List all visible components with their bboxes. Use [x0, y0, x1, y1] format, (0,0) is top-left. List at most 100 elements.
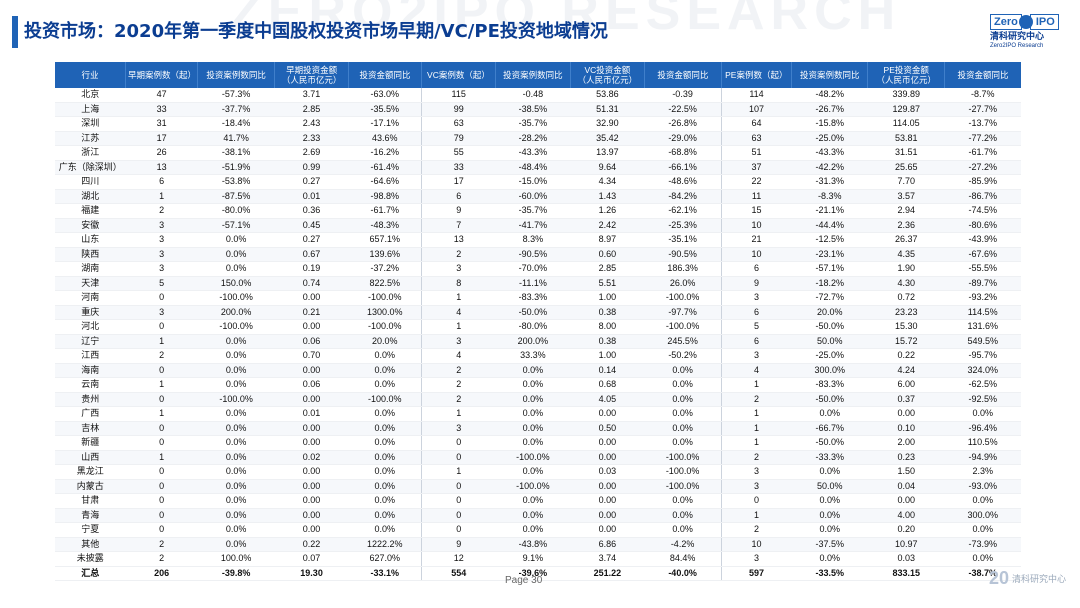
- value-cell: 0.0%: [644, 435, 722, 451]
- value-cell: 0.14: [570, 363, 645, 378]
- value-cell: 1.43: [570, 189, 645, 204]
- table-row: 新疆 0 0.0% 0.00 0.0% 0 0.0% 0.00 0.0% 1 -50.0% 2.00 1…: [55, 435, 1021, 451]
- region-cell: 北京: [55, 88, 126, 103]
- value-cell: 9: [421, 203, 496, 219]
- value-cell: -39.8%: [197, 565, 275, 581]
- value-cell: -37.2%: [348, 261, 422, 277]
- value-cell: 0.23: [867, 450, 945, 465]
- value-cell: -85.9%: [944, 174, 1021, 190]
- value-cell: -90.5%: [644, 247, 722, 262]
- value-cell: 114.5%: [944, 305, 1021, 320]
- page-title: 投资市场：2020年第一季度中国股权投资市场早期/VC/PE投资地域情况: [24, 21, 608, 42]
- region-cell: 甘肃: [55, 493, 126, 509]
- value-cell: 1.90: [867, 261, 945, 277]
- value-cell: 10.97: [867, 537, 945, 552]
- value-cell: 2.33: [274, 131, 349, 146]
- value-cell: 0.00: [274, 479, 349, 494]
- value-cell: -61.7%: [944, 145, 1021, 161]
- value-cell: 0: [421, 522, 496, 538]
- table-row: 山西 1 0.0% 0.02 0.0% 0 -100.0% 0.00 -100.0% 2 -33.3…: [55, 450, 1021, 465]
- value-cell: 1222.2%: [348, 537, 422, 552]
- value-cell: 0.0%: [197, 537, 275, 552]
- value-cell: 17: [125, 131, 198, 146]
- value-cell: 37: [721, 160, 792, 175]
- value-cell: 0: [125, 493, 198, 509]
- value-cell: 8.3%: [495, 232, 571, 248]
- value-cell: -29.0%: [644, 131, 722, 146]
- table-row: 海南 0 0.0% 0.00 0.0% 2 0.0% 0.14 0.0% 4 300.0% 4.24 3…: [55, 363, 1021, 378]
- region-cell: 江西: [55, 348, 126, 364]
- value-cell: 3: [125, 232, 198, 248]
- value-cell: 19.30: [274, 565, 349, 581]
- value-cell: 0.07: [274, 551, 349, 567]
- value-cell: 0.0%: [495, 522, 571, 538]
- region-cell: 新疆: [55, 435, 126, 451]
- value-cell: 1.26: [570, 203, 645, 219]
- table-row: 贵州 0 -100.0% 0.00 -100.0% 2 0.0% 4.05 0.0% 2 -50.0…: [55, 392, 1021, 407]
- value-cell: 4.34: [570, 174, 645, 190]
- value-cell: 20.0%: [348, 334, 422, 349]
- value-cell: 110.5%: [944, 435, 1021, 451]
- value-cell: -72.7%: [791, 290, 868, 306]
- value-cell: 0.0%: [644, 493, 722, 509]
- value-cell: 0.27: [274, 174, 349, 190]
- value-cell: 15.30: [867, 319, 945, 335]
- value-cell: 251.22: [570, 565, 645, 581]
- value-cell: 0.00: [274, 522, 349, 538]
- value-cell: 50.0%: [791, 334, 868, 349]
- value-cell: 0.00: [570, 508, 645, 523]
- value-cell: 0.0%: [348, 522, 422, 538]
- value-cell: 0.00: [274, 392, 349, 407]
- value-cell: 0: [421, 493, 496, 509]
- value-cell: -57.1%: [197, 218, 275, 233]
- value-cell: 0.00: [274, 319, 349, 335]
- table-row: 天津 5 150.0% 0.74 822.5% 8 -11.1% 5.51 26.0% 9 -18.…: [55, 276, 1021, 291]
- value-cell: 6: [125, 174, 198, 190]
- col-header: 投资案例数同比: [791, 62, 869, 88]
- value-cell: -22.5%: [644, 102, 722, 117]
- value-cell: 5: [125, 276, 198, 291]
- value-cell: 1.00: [570, 348, 645, 364]
- value-cell: 0.20: [867, 522, 945, 538]
- value-cell: -93.0%: [944, 479, 1021, 494]
- value-cell: 0: [125, 522, 198, 538]
- value-cell: 0.03: [867, 551, 945, 567]
- value-cell: 1.50: [867, 464, 945, 480]
- value-cell: -31.3%: [791, 174, 868, 190]
- value-cell: 2: [125, 348, 198, 364]
- col-header: VC投资金额 （人民币亿元）: [570, 62, 646, 88]
- value-cell: 0.0%: [197, 464, 275, 480]
- region-cell: 上海: [55, 102, 126, 117]
- value-cell: 2: [421, 363, 496, 378]
- value-cell: -50.0%: [495, 305, 571, 320]
- value-cell: 6: [721, 261, 792, 277]
- value-cell: -100.0%: [348, 290, 422, 306]
- value-cell: 0.22: [867, 348, 945, 364]
- value-cell: 0.0%: [495, 377, 571, 393]
- value-cell: -0.48: [495, 88, 571, 103]
- table-row: 福建 2 -80.0% 0.36 -61.7% 9 -35.7% 1.26 -62.1% 15 -2…: [55, 203, 1021, 219]
- region-cell: 四川: [55, 174, 126, 190]
- value-cell: 0.0%: [348, 450, 422, 465]
- value-cell: 597: [721, 565, 792, 581]
- value-cell: -27.2%: [944, 160, 1021, 175]
- region-cell: 云南: [55, 377, 126, 393]
- value-cell: 0.01: [274, 406, 349, 422]
- title-accent-bar: [12, 16, 18, 48]
- value-cell: 0.0%: [348, 377, 422, 393]
- value-cell: 9: [421, 537, 496, 552]
- value-cell: 200.0%: [495, 334, 571, 349]
- table-row: 安徽 3 -57.1% 0.45 -48.3% 7 -41.7% 2.42 -25.3% 10 -4…: [55, 218, 1021, 233]
- value-cell: 1: [125, 189, 198, 204]
- value-cell: -100.0%: [644, 319, 722, 335]
- region-cell: 福建: [55, 203, 126, 219]
- value-cell: 0.0%: [644, 522, 722, 538]
- region-cell: 浙江: [55, 145, 126, 161]
- value-cell: 0.19: [274, 261, 349, 277]
- value-cell: 1: [721, 508, 792, 523]
- value-cell: -43.3%: [495, 145, 571, 161]
- value-cell: -70.0%: [495, 261, 571, 277]
- value-cell: -38.1%: [197, 145, 275, 161]
- value-cell: 0.0%: [495, 392, 571, 407]
- value-cell: 26.0%: [644, 276, 722, 291]
